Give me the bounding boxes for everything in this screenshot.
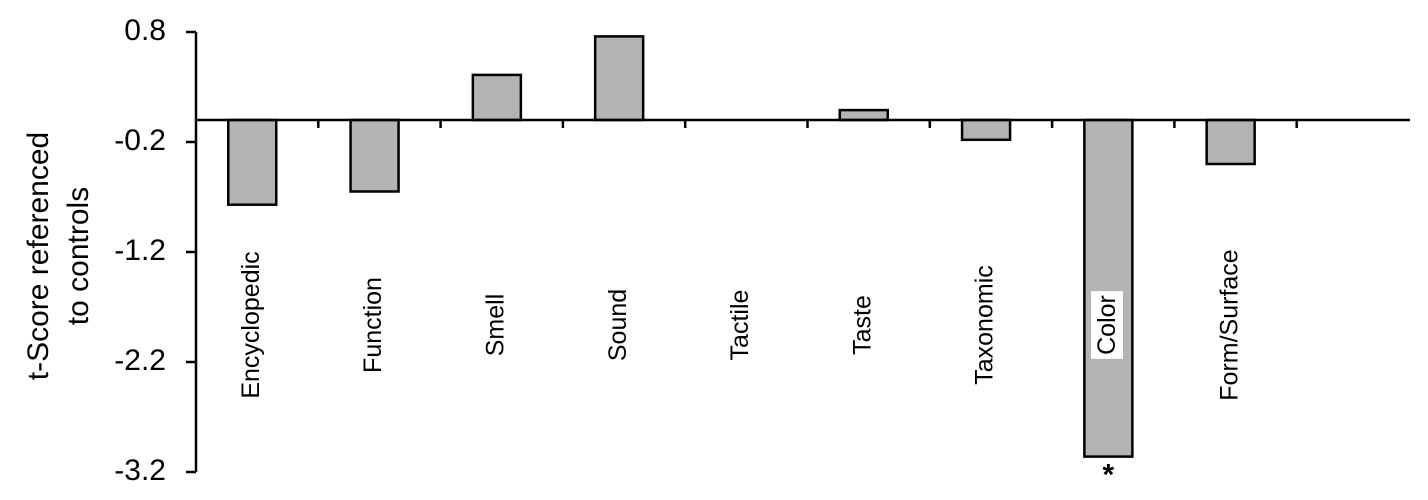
label-background <box>479 289 512 361</box>
label-background <box>1090 291 1123 359</box>
y-tick-label: -2.2 <box>114 344 166 377</box>
bar <box>960 118 1012 142</box>
x-tick-label: Tactile <box>726 290 754 361</box>
x-tick-label-group: Encyclopedic <box>234 247 267 403</box>
y-axis-title-line: to controls <box>62 187 95 325</box>
bar <box>1205 118 1256 166</box>
y-axis-title: t-Score referenced to controls <box>22 132 95 380</box>
x-tick-label: Smell <box>481 294 509 357</box>
x-tick-label-group: Smell <box>479 289 512 361</box>
x-tick-label-group: Taxonomic <box>968 261 1001 389</box>
x-tick-label-group: Tactile <box>724 285 757 365</box>
x-tick-label-group: Form/Surface <box>1213 245 1246 405</box>
label-background <box>234 247 267 403</box>
x-tick-label: Sound <box>604 289 632 361</box>
y-axis-title-line: t-Score referenced <box>22 132 55 380</box>
x-tick-label: Color <box>1093 295 1121 355</box>
x-tick-label: Encyclopedic <box>237 251 265 398</box>
label-background <box>968 261 1001 389</box>
x-tick-label-group: Color <box>1090 291 1123 359</box>
label-background <box>846 291 879 359</box>
label-background <box>601 284 634 366</box>
y-tick-label: -1.2 <box>114 234 166 267</box>
annotation: * <box>1103 459 1115 492</box>
x-tick-label-group: Taste <box>846 291 879 359</box>
label-background <box>357 273 390 377</box>
x-tick-label: Function <box>359 277 387 373</box>
x-tick-label-group: Sound <box>601 284 634 366</box>
bar <box>1083 118 1134 458</box>
bar <box>838 108 890 122</box>
bar <box>227 118 278 206</box>
y-tick-label: 0.8 <box>124 14 166 47</box>
label-background <box>724 285 757 365</box>
bar <box>471 73 523 122</box>
x-tick-label: Form/Surface <box>1215 249 1243 400</box>
label-background <box>1213 245 1246 405</box>
bar <box>349 118 400 193</box>
y-tick-label: -3.2 <box>114 454 166 487</box>
y-tick-label: -0.2 <box>114 124 166 157</box>
x-tick-label-group: Function <box>357 273 390 377</box>
x-tick-label: Taste <box>848 295 876 355</box>
bar <box>593 35 645 122</box>
x-tick-label: Taxonomic <box>971 265 999 385</box>
